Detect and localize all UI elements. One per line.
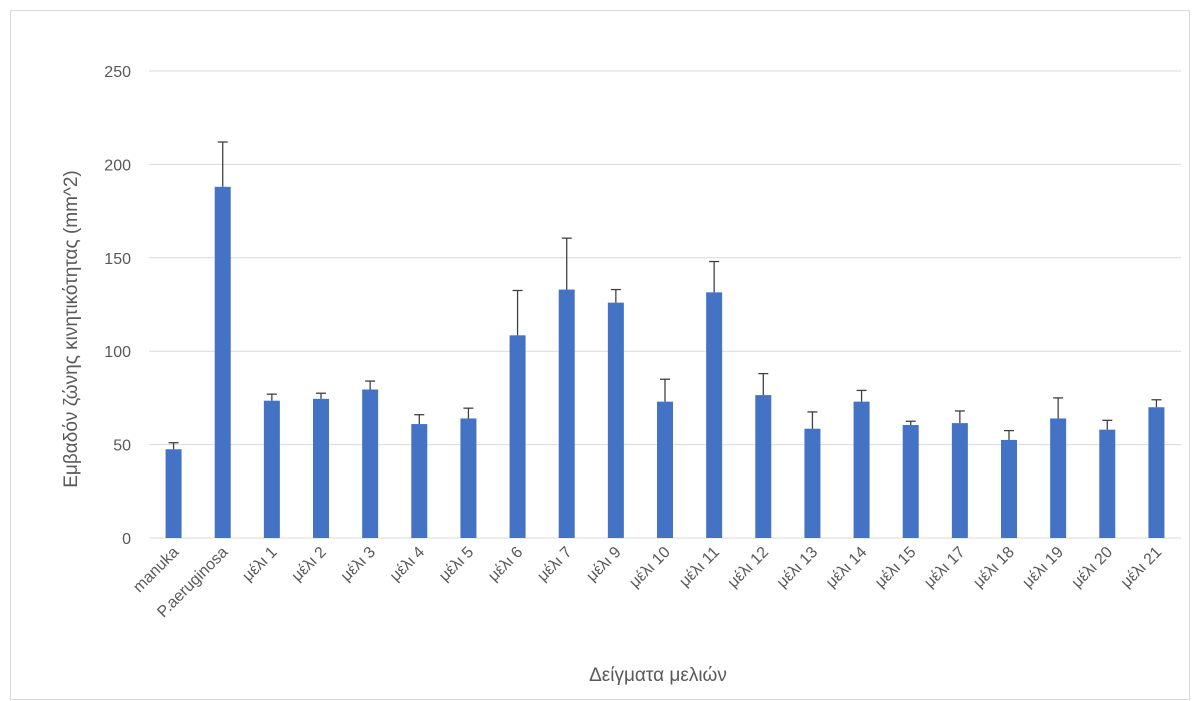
x-tick-label: μέλι 9 (583, 544, 624, 585)
error-bar (660, 378, 670, 402)
x-axis-title: Δείγματα μελιών (589, 665, 727, 686)
x-tick-label: μέλι 1 (239, 544, 280, 585)
bar (313, 398, 329, 538)
chart-frame: 0 50 100 150 200 250 manuka P.aeruginosa μέλι 1… (10, 10, 1190, 700)
bar (1148, 407, 1165, 538)
bar (706, 292, 723, 538)
error-bar (512, 289, 523, 336)
x-tick-label: μέλι 17 (921, 544, 969, 592)
x-tick-label: μέλι 6 (485, 544, 526, 585)
x-tick-label: μέλι 13 (774, 544, 822, 592)
bar (902, 424, 919, 538)
error-bar (561, 237, 572, 290)
error-bar (266, 393, 277, 401)
bar (558, 289, 575, 538)
error-bar (758, 372, 769, 396)
bar (951, 423, 968, 538)
error-bar (1004, 429, 1014, 440)
bars (165, 186, 1165, 539)
x-tick-label: μέλι 7 (534, 544, 575, 585)
error-bar (1053, 397, 1064, 419)
bar (362, 389, 379, 538)
bar (509, 335, 526, 538)
error-bar (905, 420, 916, 425)
bar (657, 401, 673, 538)
bar (263, 400, 280, 538)
x-tick-label: μέλι 3 (338, 544, 379, 585)
x-tick-label: μέλι 5 (436, 544, 477, 585)
error-bar (709, 260, 720, 293)
bar (460, 418, 477, 538)
bar (1099, 429, 1116, 538)
y-tick-label: 0 (122, 531, 131, 548)
bar (755, 395, 772, 538)
y-tick-label: 250 (104, 64, 131, 81)
x-tick-label: μέλι 2 (289, 544, 330, 585)
error-bars (168, 141, 1162, 450)
bar (411, 424, 428, 538)
bar (1050, 418, 1067, 538)
y-tick-label: 100 (104, 344, 131, 361)
error-bar (168, 442, 179, 450)
error-bar (610, 288, 621, 303)
error-bar (856, 389, 867, 402)
x-tick-label: μέλι 18 (970, 544, 1018, 592)
y-tick-label: 50 (113, 438, 131, 455)
error-bar (463, 407, 474, 419)
bar (853, 401, 870, 538)
bar (214, 186, 231, 539)
error-bar (217, 141, 228, 187)
x-tick-label: μέλι 20 (1069, 544, 1117, 592)
y-tick-label: 150 (104, 251, 131, 268)
error-bar (316, 392, 326, 399)
error-bar (954, 410, 965, 424)
x-tick-label: μέλι 21 (1118, 544, 1166, 592)
x-tick-label: μέλι 11 (676, 544, 723, 591)
x-tick-label: μέλι 19 (1019, 544, 1067, 592)
bar (1001, 439, 1017, 538)
error-bar (1102, 419, 1113, 430)
bar (165, 449, 182, 538)
error-bar (414, 414, 425, 425)
y-axis-title: Εμβαδόν ζώνης κινητικότητας (mm^2) (61, 170, 82, 488)
error-bar (1151, 399, 1162, 408)
x-tick-label: μέλι 12 (725, 544, 773, 592)
x-tick-label: μέλι 4 (387, 544, 428, 585)
bar (804, 428, 821, 538)
bar (607, 302, 624, 538)
error-bar (807, 411, 818, 429)
y-tick-labels: 0 50 100 150 200 250 (104, 64, 131, 548)
error-bar (365, 380, 376, 390)
x-tick-label: μέλι 14 (823, 544, 871, 592)
x-tick-label: μέλι 15 (872, 544, 920, 592)
y-tick-label: 200 (104, 157, 131, 174)
x-tick-label: μέλι 10 (626, 544, 674, 592)
